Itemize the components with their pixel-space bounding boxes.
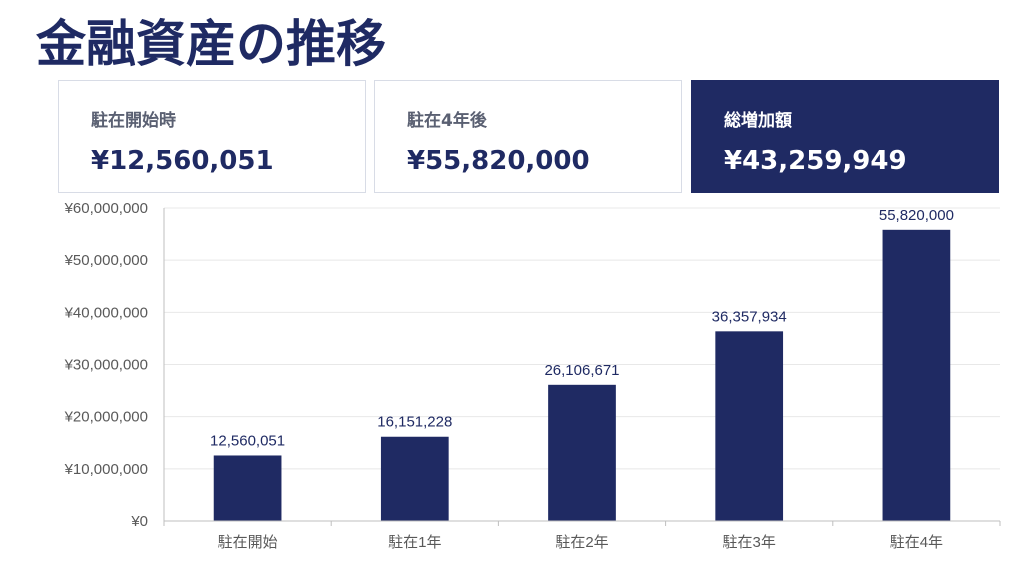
x-tick-label: 駐在2年 [555,534,608,551]
x-tick-label: 駐在4年 [890,534,943,551]
summary-card-label: 総増加額 [724,111,792,131]
bar [213,455,282,521]
y-tick-label: ¥0 [130,513,148,530]
summary-card-after-4-years: 駐在4年後 ¥55,820,000 [374,80,682,193]
bar [882,229,951,521]
y-tick-label: ¥60,000,000 [64,200,148,217]
summary-card-value: ¥12,560,051 [91,146,274,176]
summary-card-start: 駐在開始時 ¥12,560,051 [58,80,366,193]
summary-card-value: ¥43,259,949 [724,146,907,176]
data-label: 12,560,051 [210,432,285,449]
data-label: 26,106,671 [544,362,619,379]
bar [380,436,449,521]
summary-card-label: 駐在開始時 [91,111,176,131]
y-tick-label: ¥10,000,000 [64,461,148,478]
x-tick-label: 駐在1年 [388,534,441,551]
data-label: 36,357,934 [712,308,787,325]
y-tick-label: ¥20,000,000 [64,409,148,426]
page-title: 金融資産の推移 [36,15,386,73]
data-label: 55,820,000 [879,207,954,224]
summary-card-total-increase: 総増加額 ¥43,259,949 [691,80,999,193]
y-tick-label: ¥40,000,000 [64,304,148,321]
data-label: 16,151,228 [377,414,452,431]
y-tick-label: ¥30,000,000 [64,357,148,374]
bar [548,384,616,521]
x-tick-label: 駐在開始 [218,534,278,551]
x-tick-label: 駐在3年 [723,534,776,551]
summary-card-label: 駐在4年後 [407,111,487,131]
y-tick-label: ¥50,000,000 [64,252,148,269]
summary-card-value: ¥55,820,000 [407,146,590,176]
bar [715,331,784,521]
